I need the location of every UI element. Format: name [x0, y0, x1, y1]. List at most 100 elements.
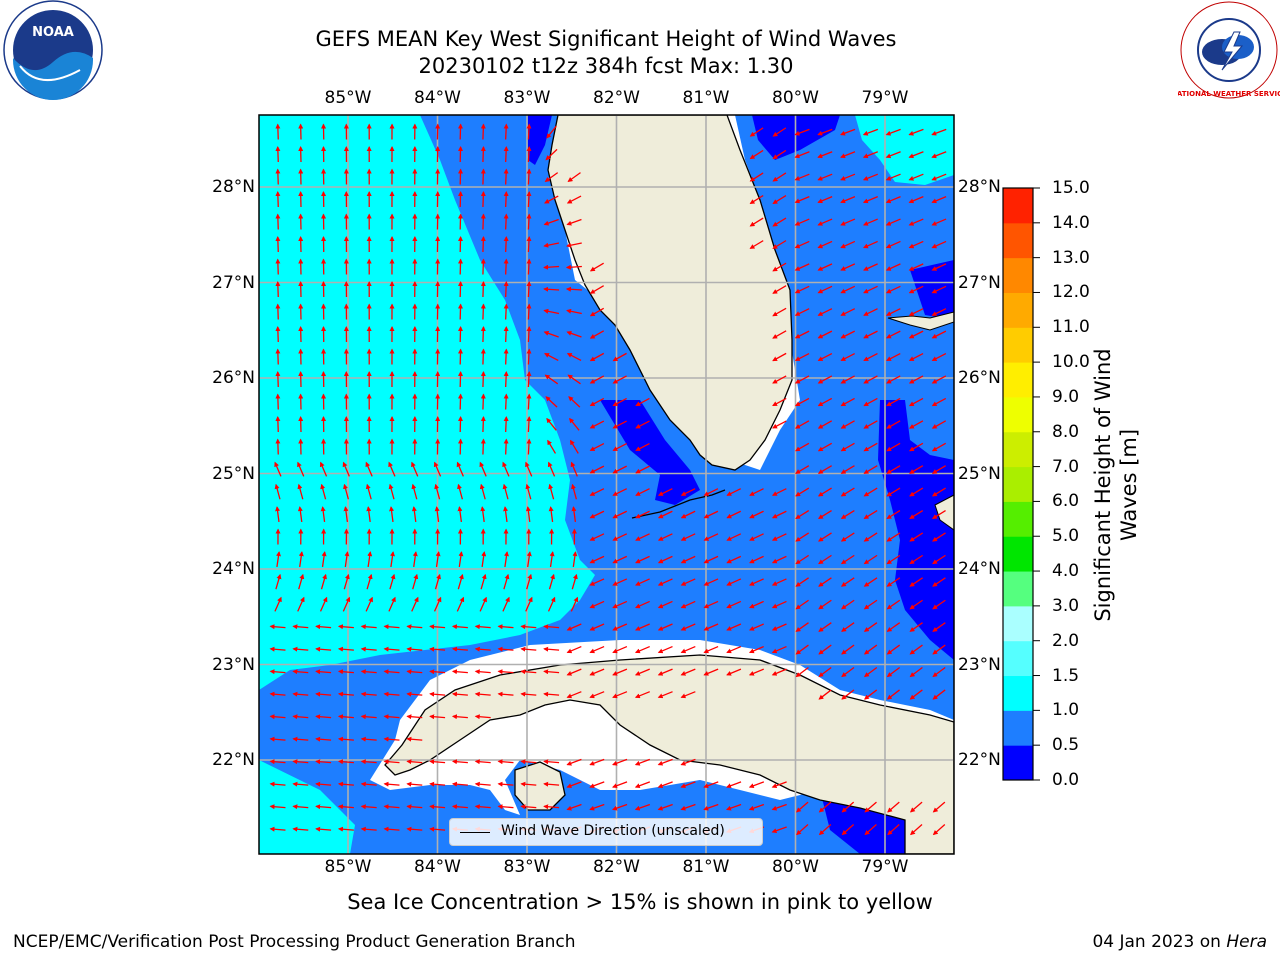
- wind-wave-arrow: [589, 465, 605, 474]
- lat-tick-label: 23°N: [212, 654, 255, 675]
- wind-wave-arrow: [315, 736, 332, 742]
- wind-wave-arrow: [909, 577, 923, 587]
- wind-wave-arrow: [817, 285, 833, 294]
- wave-zone-1-1p5m-west: [259, 115, 595, 690]
- wind-wave-arrow: [862, 151, 879, 159]
- wind-wave-arrow: [749, 555, 764, 564]
- wind-wave-arrow: [275, 393, 281, 410]
- wind-wave-arrow: [908, 128, 924, 136]
- wind-wave-arrow: [526, 258, 532, 275]
- lon-tick-label: 85°W: [324, 88, 372, 108]
- wind-wave-arrow: [429, 669, 446, 675]
- wind-wave-arrow: [886, 442, 901, 452]
- wind-wave-arrow: [862, 128, 879, 136]
- wind-wave-arrow: [589, 397, 605, 407]
- wind-wave-arrow: [365, 461, 373, 477]
- wind-wave-arrow: [360, 624, 377, 630]
- wind-wave-arrow: [931, 352, 947, 362]
- wind-wave-arrow: [703, 645, 719, 654]
- wind-wave-arrow: [680, 668, 696, 676]
- wind-wave-arrow: [383, 759, 400, 765]
- wind-wave-arrow: [342, 596, 351, 612]
- colorbar-cell: [1003, 222, 1033, 259]
- wind-wave-arrow: [269, 691, 286, 697]
- wind-wave-arrow: [771, 510, 787, 519]
- wind-wave-arrow: [568, 396, 581, 408]
- wind-wave-arrow: [525, 596, 533, 612]
- wind-wave-arrow: [525, 506, 531, 523]
- wind-wave-arrow: [703, 488, 719, 496]
- wind-wave-arrow: [886, 599, 901, 610]
- wind-wave-arrow: [297, 483, 304, 500]
- wind-wave-arrow: [526, 236, 532, 253]
- wind-wave-arrow: [817, 218, 833, 226]
- wind-wave-arrow: [657, 510, 673, 519]
- wind-wave-arrow: [543, 218, 559, 226]
- wind-wave-arrow: [388, 483, 395, 500]
- lat-tick-label: 24°N: [212, 559, 255, 579]
- wind-wave-arrow: [320, 573, 327, 590]
- wind-wave-arrow: [772, 172, 787, 182]
- wind-wave-arrow: [840, 308, 856, 316]
- nws-logo-text: NATIONAL WEATHER SERVICE: [1178, 90, 1280, 98]
- wind-wave-arrow: [315, 714, 332, 720]
- lat-tick-label: 22°N: [958, 750, 1001, 770]
- wind-wave-arrow: [411, 506, 417, 523]
- footer-host: Hera: [1226, 932, 1267, 952]
- wind-wave-arrow: [931, 442, 947, 452]
- wind-wave-arrow: [343, 573, 350, 590]
- colorbar-cell: [1003, 188, 1033, 224]
- colorbar-cell: [1003, 292, 1033, 328]
- wind-wave-arrow: [749, 240, 764, 249]
- wind-wave-arrow: [480, 281, 486, 298]
- wind-wave-arrow: [429, 781, 446, 787]
- wind-wave-arrow: [503, 281, 509, 298]
- wind-wave-arrow: [863, 240, 878, 249]
- wind-wave-arrow: [657, 623, 673, 631]
- wind-wave-arrow: [406, 826, 423, 832]
- wind-wave-arrow: [275, 573, 282, 590]
- wind-wave-arrow: [795, 622, 809, 632]
- wind-wave-arrow: [406, 691, 423, 697]
- wind-wave-arrow: [818, 801, 832, 813]
- wind-wave-arrow: [612, 645, 628, 654]
- wind-wave-arrow: [931, 240, 947, 249]
- lon-tick-label: 80°W: [772, 857, 819, 877]
- wind-wave-arrow: [497, 669, 514, 675]
- wind-wave-arrow: [817, 420, 833, 429]
- wind-wave-arrow: [360, 714, 377, 720]
- colorbar-cell: [1003, 501, 1033, 537]
- wind-wave-arrow: [864, 689, 878, 700]
- wind-wave-arrow: [566, 352, 582, 362]
- wind-wave-arrow: [840, 442, 855, 452]
- colorbar-tick-label: 13.0: [1052, 247, 1090, 268]
- wind-wave-arrow: [480, 168, 486, 185]
- wind-wave-arrow: [503, 416, 509, 433]
- wind-wave-arrow: [269, 759, 286, 765]
- wave-zone-1-1p5m-northeast: [855, 115, 954, 185]
- wind-wave-arrow: [794, 151, 810, 159]
- wind-wave-arrow: [795, 465, 810, 474]
- wind-wave-arrow: [589, 420, 605, 429]
- wind-wave-arrow: [726, 578, 742, 586]
- wind-wave-arrow: [337, 624, 354, 630]
- wind-wave-arrow: [451, 646, 468, 652]
- wind-wave-arrow: [480, 213, 486, 230]
- nws-logo-icon: NATIONAL WEATHER SERVICE: [1178, 1, 1280, 99]
- wind-wave-arrow: [817, 509, 832, 520]
- colorbar-cell: [1003, 640, 1033, 677]
- wind-wave-arrow: [503, 236, 509, 253]
- wind-wave-arrow: [480, 236, 486, 253]
- wind-wave-arrow: [840, 465, 855, 474]
- wind-wave-arrow: [863, 330, 878, 339]
- wind-wave-arrow: [269, 646, 286, 652]
- wind-wave-arrow: [566, 758, 582, 766]
- wind-wave-arrow: [796, 824, 809, 836]
- wind-wave-arrow: [526, 213, 532, 230]
- wind-wave-arrow: [474, 804, 491, 810]
- wind-wave-arrow: [612, 578, 628, 586]
- wind-wave-arrow: [863, 644, 878, 655]
- wind-wave-arrow: [840, 352, 855, 362]
- wind-wave-arrow: [932, 644, 946, 655]
